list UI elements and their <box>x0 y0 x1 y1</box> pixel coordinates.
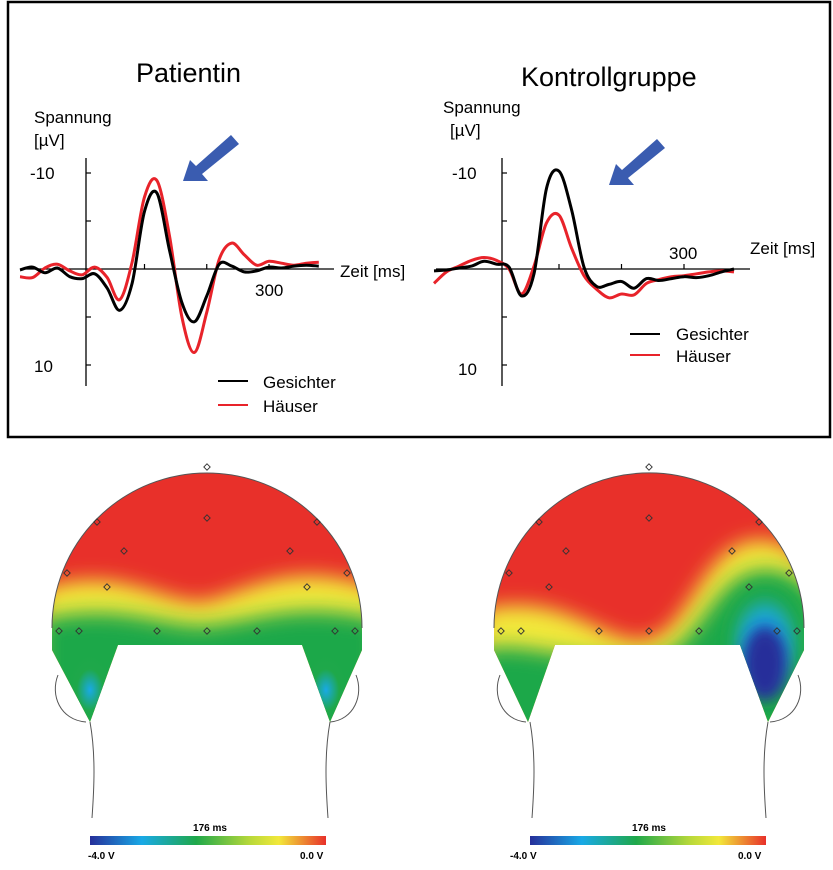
electrode-marker <box>331 627 339 635</box>
series-line-haeuser <box>19 177 319 354</box>
electrode-marker <box>153 627 161 635</box>
time-label: 176 ms <box>632 823 666 834</box>
chart-kontrollgruppe: Kontrollgruppe Spannung [µV] -10 10 Zeit… <box>432 62 815 386</box>
series-line-gesichter <box>433 168 735 298</box>
electrode-marker <box>785 569 793 577</box>
electrode-marker <box>505 569 513 577</box>
electrode-markers <box>55 463 359 635</box>
x-tick-label: 300 <box>255 281 283 300</box>
electrode-marker <box>120 547 128 555</box>
topomap-kontrollgruppe <box>493 463 805 819</box>
head-outline <box>493 472 805 629</box>
electrode-marker <box>93 518 101 526</box>
y-axis-label: Spannung <box>34 108 112 127</box>
neck-right <box>325 721 331 819</box>
neck-right <box>763 721 769 819</box>
series-line-gesichter <box>19 189 319 324</box>
electrode-marker <box>203 627 211 635</box>
arrow-icon <box>183 135 239 181</box>
head-outline <box>51 472 363 629</box>
legend-label-haeuser: Häuser <box>676 347 731 366</box>
chart-title: Kontrollgruppe <box>521 62 697 92</box>
erp-panel-frame <box>6 0 832 439</box>
electrode-marker <box>645 514 653 522</box>
electrode-marker <box>728 547 736 555</box>
electrode-marker <box>755 518 763 526</box>
electrode-marker <box>562 547 570 555</box>
y-tick-label: -10 <box>452 164 477 183</box>
colorbar-gradient <box>90 836 326 845</box>
electrode-marker <box>303 583 311 591</box>
electrode-marker <box>545 583 553 591</box>
electrode-marker <box>343 569 351 577</box>
electrode-marker <box>75 627 83 635</box>
electrode-marker <box>203 514 211 522</box>
time-label: 176 ms <box>193 823 227 834</box>
electrode-marker <box>535 518 543 526</box>
y-tick-label: 10 <box>458 360 477 379</box>
electrode-marker <box>286 547 294 555</box>
x-tick-label: 300 <box>669 244 697 263</box>
y-axis-unit: [µV] <box>450 121 481 140</box>
electrode-marker <box>645 627 653 635</box>
electrode-marker <box>63 569 71 577</box>
electrode-marker <box>103 583 111 591</box>
electrode-marker <box>55 627 63 635</box>
electrode-marker <box>645 463 653 471</box>
electrode-marker <box>517 627 525 635</box>
y-tick-label: 10 <box>34 357 53 376</box>
electrode-marker <box>203 463 211 471</box>
y-axis-unit: [µV] <box>34 131 65 150</box>
colorbar-max-label: 0.0 V <box>738 851 762 862</box>
x-axis-label: Zeit [ms] <box>750 239 815 258</box>
electrode-marker <box>351 627 359 635</box>
neck-left <box>89 721 95 819</box>
electrode-marker <box>313 518 321 526</box>
y-tick-label: -10 <box>30 164 55 183</box>
colorbar-1: 176 ms -4.0 V 0.0 V <box>88 823 326 862</box>
electrode-marker <box>695 627 703 635</box>
colorbar-min-label: -4.0 V <box>510 851 537 862</box>
electrode-marker <box>595 627 603 635</box>
electrode-marker <box>793 627 801 635</box>
electrode-marker <box>773 627 781 635</box>
chart-patientin: Patientin Spannung [µV] -10 10 Zeit [ms]… <box>19 58 405 416</box>
electrode-marker <box>253 627 261 635</box>
y-axis-label: Spannung <box>443 98 521 117</box>
right-ear <box>769 674 802 723</box>
colorbar-2: 176 ms -4.0 V 0.0 V <box>510 823 766 862</box>
legend-label-haeuser: Häuser <box>263 397 318 416</box>
colorbar-min-label: -4.0 V <box>88 851 115 862</box>
electrode-markers <box>497 463 801 635</box>
topomap-fill <box>494 472 804 722</box>
axis-ticks <box>502 172 685 366</box>
chart-title: Patientin <box>136 58 241 88</box>
left-ear <box>496 674 527 723</box>
topomap-fill <box>51 472 362 722</box>
colorbar-max-label: 0.0 V <box>300 851 324 862</box>
x-axis-label: Zeit [ms] <box>340 262 405 281</box>
electrode-marker <box>745 583 753 591</box>
topomap-patientin <box>51 463 363 819</box>
legend-label-gesichter: Gesichter <box>676 325 749 344</box>
right-ear <box>329 674 360 723</box>
colorbar-gradient <box>530 836 766 845</box>
neck-left <box>529 721 535 819</box>
legend-label-gesichter: Gesichter <box>263 373 336 392</box>
arrow-icon <box>609 139 665 185</box>
electrode-marker <box>497 627 505 635</box>
left-ear <box>54 674 87 723</box>
